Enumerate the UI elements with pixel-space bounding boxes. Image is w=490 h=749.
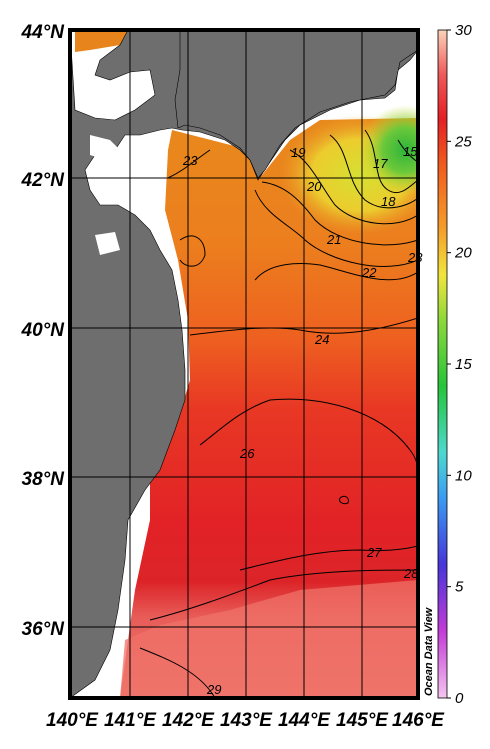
ocean-data-view-credit: Ocean Data View <box>423 606 435 696</box>
colorbar-tick-label: 25 <box>454 133 472 150</box>
graticule <box>70 30 418 698</box>
colorbar-tick-label: 30 <box>455 22 472 39</box>
contour-labels: 15 17 18 19 20 21 22 23 23 24 26 27 28 2… <box>182 144 423 697</box>
colorbar-tick-label: 20 <box>454 245 472 262</box>
lon-label-142: 142°E <box>162 710 215 731</box>
longitude-labels: 140°E 141°E 142°E 143°E 144°E 145°E 146°… <box>46 710 445 731</box>
warm-south-field <box>120 580 418 698</box>
contour-label-17: 17 <box>373 156 388 171</box>
coast-gap-lake <box>95 232 120 255</box>
colorbar-tick-label: 15 <box>455 356 472 373</box>
map-frame <box>68 28 420 700</box>
contour-label-23: 23 <box>182 153 198 168</box>
isotherm-20 <box>261 181 418 246</box>
lon-label-146: 146°E <box>392 710 445 731</box>
sst-field <box>120 118 418 698</box>
land-hokkaido <box>174 30 418 179</box>
latitude-labels: 44°N 42°N 40°N 38°N 36°N <box>21 22 66 640</box>
lon-label-144: 144°E <box>278 710 331 731</box>
contour-label-23-east: 23 <box>407 250 423 265</box>
contour-label-18: 18 <box>381 194 396 209</box>
colorbar-tick-label: 10 <box>455 467 472 484</box>
isotherm-lines <box>139 129 418 698</box>
lon-label-143: 143°E <box>220 710 273 731</box>
contour-label-21: 21 <box>326 232 341 247</box>
land-honshu <box>70 30 418 698</box>
isotherm-17 <box>364 129 418 194</box>
isotherm-26-small <box>339 495 349 505</box>
colorbar-tick-label: 0 <box>455 690 464 707</box>
colorbar-ticks: 30 25 20 15 10 5 0 <box>447 22 472 707</box>
lon-label-140: 140°E <box>46 710 99 731</box>
isotherm-22 <box>254 263 418 281</box>
lat-label-42: 42°N <box>21 170 66 191</box>
contour-label-27: 27 <box>366 545 382 560</box>
contour-label-15: 15 <box>403 144 418 159</box>
lat-label-36: 36°N <box>22 619 66 640</box>
coast-gap-west <box>90 135 120 160</box>
isotherm-29 <box>139 647 216 698</box>
isotherm-26 <box>199 398 418 471</box>
lat-label-44: 44°N <box>21 22 66 43</box>
sst-field-northwest <box>75 30 128 52</box>
isotherm-19 <box>289 149 418 225</box>
isotherm-21 <box>254 189 418 267</box>
colorbar-tick-label: 5 <box>455 579 464 596</box>
isotherm-24 <box>189 317 418 336</box>
isotherm-23 <box>167 149 211 179</box>
colorbar-bar <box>437 29 448 699</box>
lat-label-38: 38°N <box>22 469 66 490</box>
colorbar: 30 25 20 15 10 5 0 <box>437 22 472 707</box>
contour-label-19: 19 <box>291 145 305 160</box>
contour-label-29: 29 <box>206 682 221 697</box>
contour-label-28: 28 <box>403 566 419 581</box>
contour-label-20: 20 <box>306 179 322 194</box>
lon-label-145: 145°E <box>336 710 389 731</box>
map-plot-area <box>70 30 418 698</box>
cold-water-patch <box>360 105 418 195</box>
contour-label-26: 26 <box>239 446 255 461</box>
lat-label-40: 40°N <box>21 320 66 341</box>
lon-label-141: 141°E <box>104 710 157 731</box>
isotherm-23-bay <box>179 235 206 267</box>
contour-label-24: 24 <box>314 332 329 347</box>
isotherm-18 <box>329 134 418 209</box>
isotherm-27 <box>239 545 418 571</box>
contour-label-22: 22 <box>361 265 377 280</box>
